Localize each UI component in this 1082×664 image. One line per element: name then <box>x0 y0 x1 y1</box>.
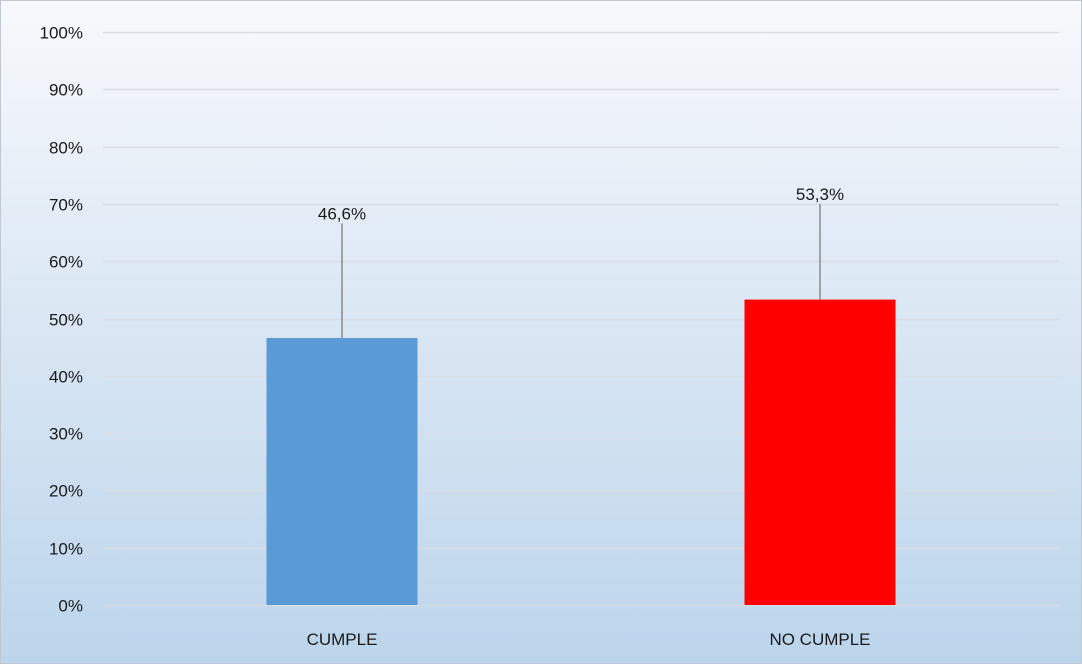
y-tick-label: 50% <box>49 311 83 330</box>
y-tick-label: 0% <box>58 597 83 616</box>
y-tick-label: 40% <box>49 368 83 387</box>
bar <box>744 299 896 605</box>
y-tick-label: 10% <box>49 540 83 559</box>
bar <box>266 337 418 605</box>
y-tick-label: 90% <box>49 81 83 100</box>
y-tick-label: 30% <box>49 425 83 444</box>
y-tick-label: 70% <box>49 196 83 215</box>
data-label: 46,6% <box>318 204 366 223</box>
data-labels: 46,6% 53,3% <box>318 185 844 223</box>
y-tick-label: 20% <box>49 482 83 501</box>
y-tick-label: 100% <box>40 24 83 43</box>
x-axis-category-labels: CUMPLE NO CUMPLE <box>307 630 871 649</box>
x-category-label: NO CUMPLE <box>769 630 870 649</box>
y-axis-tick-labels: 0% 10% 20% 30% 40% 50% 60% 70% 80% 90% 100% <box>40 24 83 616</box>
gridlines <box>103 31 1059 607</box>
x-category-label: CUMPLE <box>307 630 378 649</box>
error-bars <box>341 203 821 338</box>
y-tick-label: 60% <box>49 253 83 272</box>
bars <box>266 299 896 605</box>
y-tick-label: 80% <box>49 139 83 158</box>
data-label: 53,3% <box>796 185 844 204</box>
